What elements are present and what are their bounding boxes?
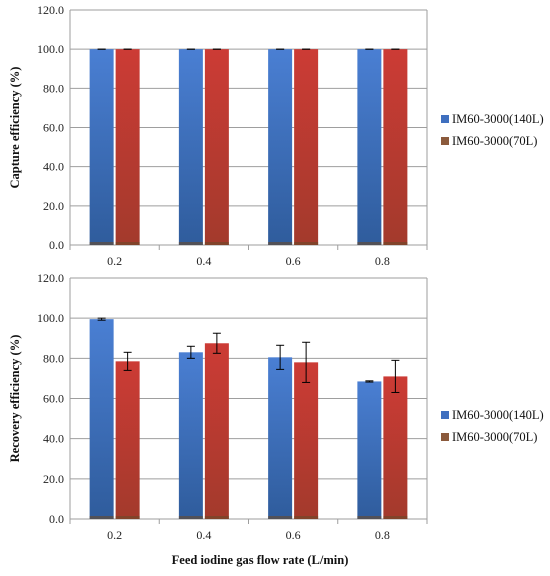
bar-140L [268, 49, 293, 245]
bar-70L [115, 49, 140, 245]
bar-70L [115, 361, 140, 519]
bar-70L [204, 49, 229, 245]
bar-140L [357, 49, 382, 245]
x-tick-label: 0.4 [196, 254, 211, 268]
bar-base-shade [357, 516, 382, 519]
bar-base-shade [115, 242, 140, 245]
x-tick-label: 0.6 [286, 528, 301, 542]
bar-base-shade [89, 242, 114, 245]
x-tick-label: 0.8 [375, 254, 390, 268]
bar-base-shade [178, 516, 203, 519]
x-tick-label: 0.4 [196, 528, 211, 542]
bar-base-shade [294, 516, 319, 519]
y-tick-label: 60.0 [43, 392, 64, 406]
bar-140L [178, 49, 203, 245]
recovery-efficiency-chart: 0.0 20.0 40.0 60.0 80.0 100.0 120.0 0.2 0.4 0.6 0.… [8, 271, 544, 542]
bar-140L [268, 357, 293, 519]
bar-140L [89, 49, 114, 245]
bar-70L [204, 343, 229, 519]
x-tick-label: 0.2 [107, 528, 122, 542]
y-tick-label: 120.0 [37, 271, 64, 285]
bar-base-shade [204, 516, 229, 519]
y-tick-label: 20.0 [43, 472, 64, 486]
bar-base-shade [268, 242, 293, 245]
legend-label: IM60-3000(70L) [452, 134, 537, 148]
x-axis-title: Feed iodine gas flow rate (L/min) [172, 553, 349, 567]
bar-70L [383, 376, 408, 519]
y-axis-label: Capture efficiency (%) [8, 67, 22, 189]
y-tick-label: 100.0 [37, 42, 64, 56]
y-tick-label: 60.0 [43, 121, 64, 135]
y-tick-label: 80.0 [43, 351, 64, 365]
y-axis-label: Recovery efficiency (%) [8, 335, 22, 463]
bar-70L [383, 49, 408, 245]
y-tick-label: 100.0 [37, 311, 64, 325]
bar-base-shade [383, 516, 408, 519]
bar-140L [89, 319, 114, 519]
capture-efficiency-chart: 0.0 20.0 40.0 60.0 80.0 100.0 120.0 0.2 0.4 0.6 0.… [8, 3, 544, 268]
y-tick-label: 20.0 [43, 199, 64, 213]
legend-label: IM60-3000(70L) [452, 430, 537, 444]
bar-140L [178, 352, 203, 519]
bar-base-shade [89, 516, 114, 519]
bar-70L [294, 49, 319, 245]
y-tick-label: 80.0 [43, 81, 64, 95]
bar-base-shade [268, 516, 293, 519]
bar-base-shade [383, 242, 408, 245]
legend-label: IM60-3000(140L) [452, 408, 544, 422]
bar-base-shade [178, 242, 203, 245]
legend-swatch [441, 433, 449, 441]
y-tick-label: 40.0 [43, 432, 64, 446]
x-tick-label: 0.8 [375, 528, 390, 542]
y-tick-label: 0.0 [49, 238, 64, 252]
legend-swatch [441, 115, 449, 123]
legend-swatch [441, 411, 449, 419]
bar-base-shade [115, 516, 140, 519]
x-tick-label: 0.2 [107, 254, 122, 268]
bar-70L [294, 362, 319, 519]
bar-base-shade [294, 242, 319, 245]
x-tick-label: 0.6 [286, 254, 301, 268]
y-tick-label: 120.0 [37, 3, 64, 17]
bar-base-shade [204, 242, 229, 245]
legend-label: IM60-3000(140L) [452, 112, 544, 126]
y-tick-label: 40.0 [43, 160, 64, 174]
legend-swatch [441, 137, 449, 145]
bar-base-shade [357, 242, 382, 245]
bar-140L [357, 381, 382, 519]
y-tick-label: 0.0 [49, 512, 64, 526]
